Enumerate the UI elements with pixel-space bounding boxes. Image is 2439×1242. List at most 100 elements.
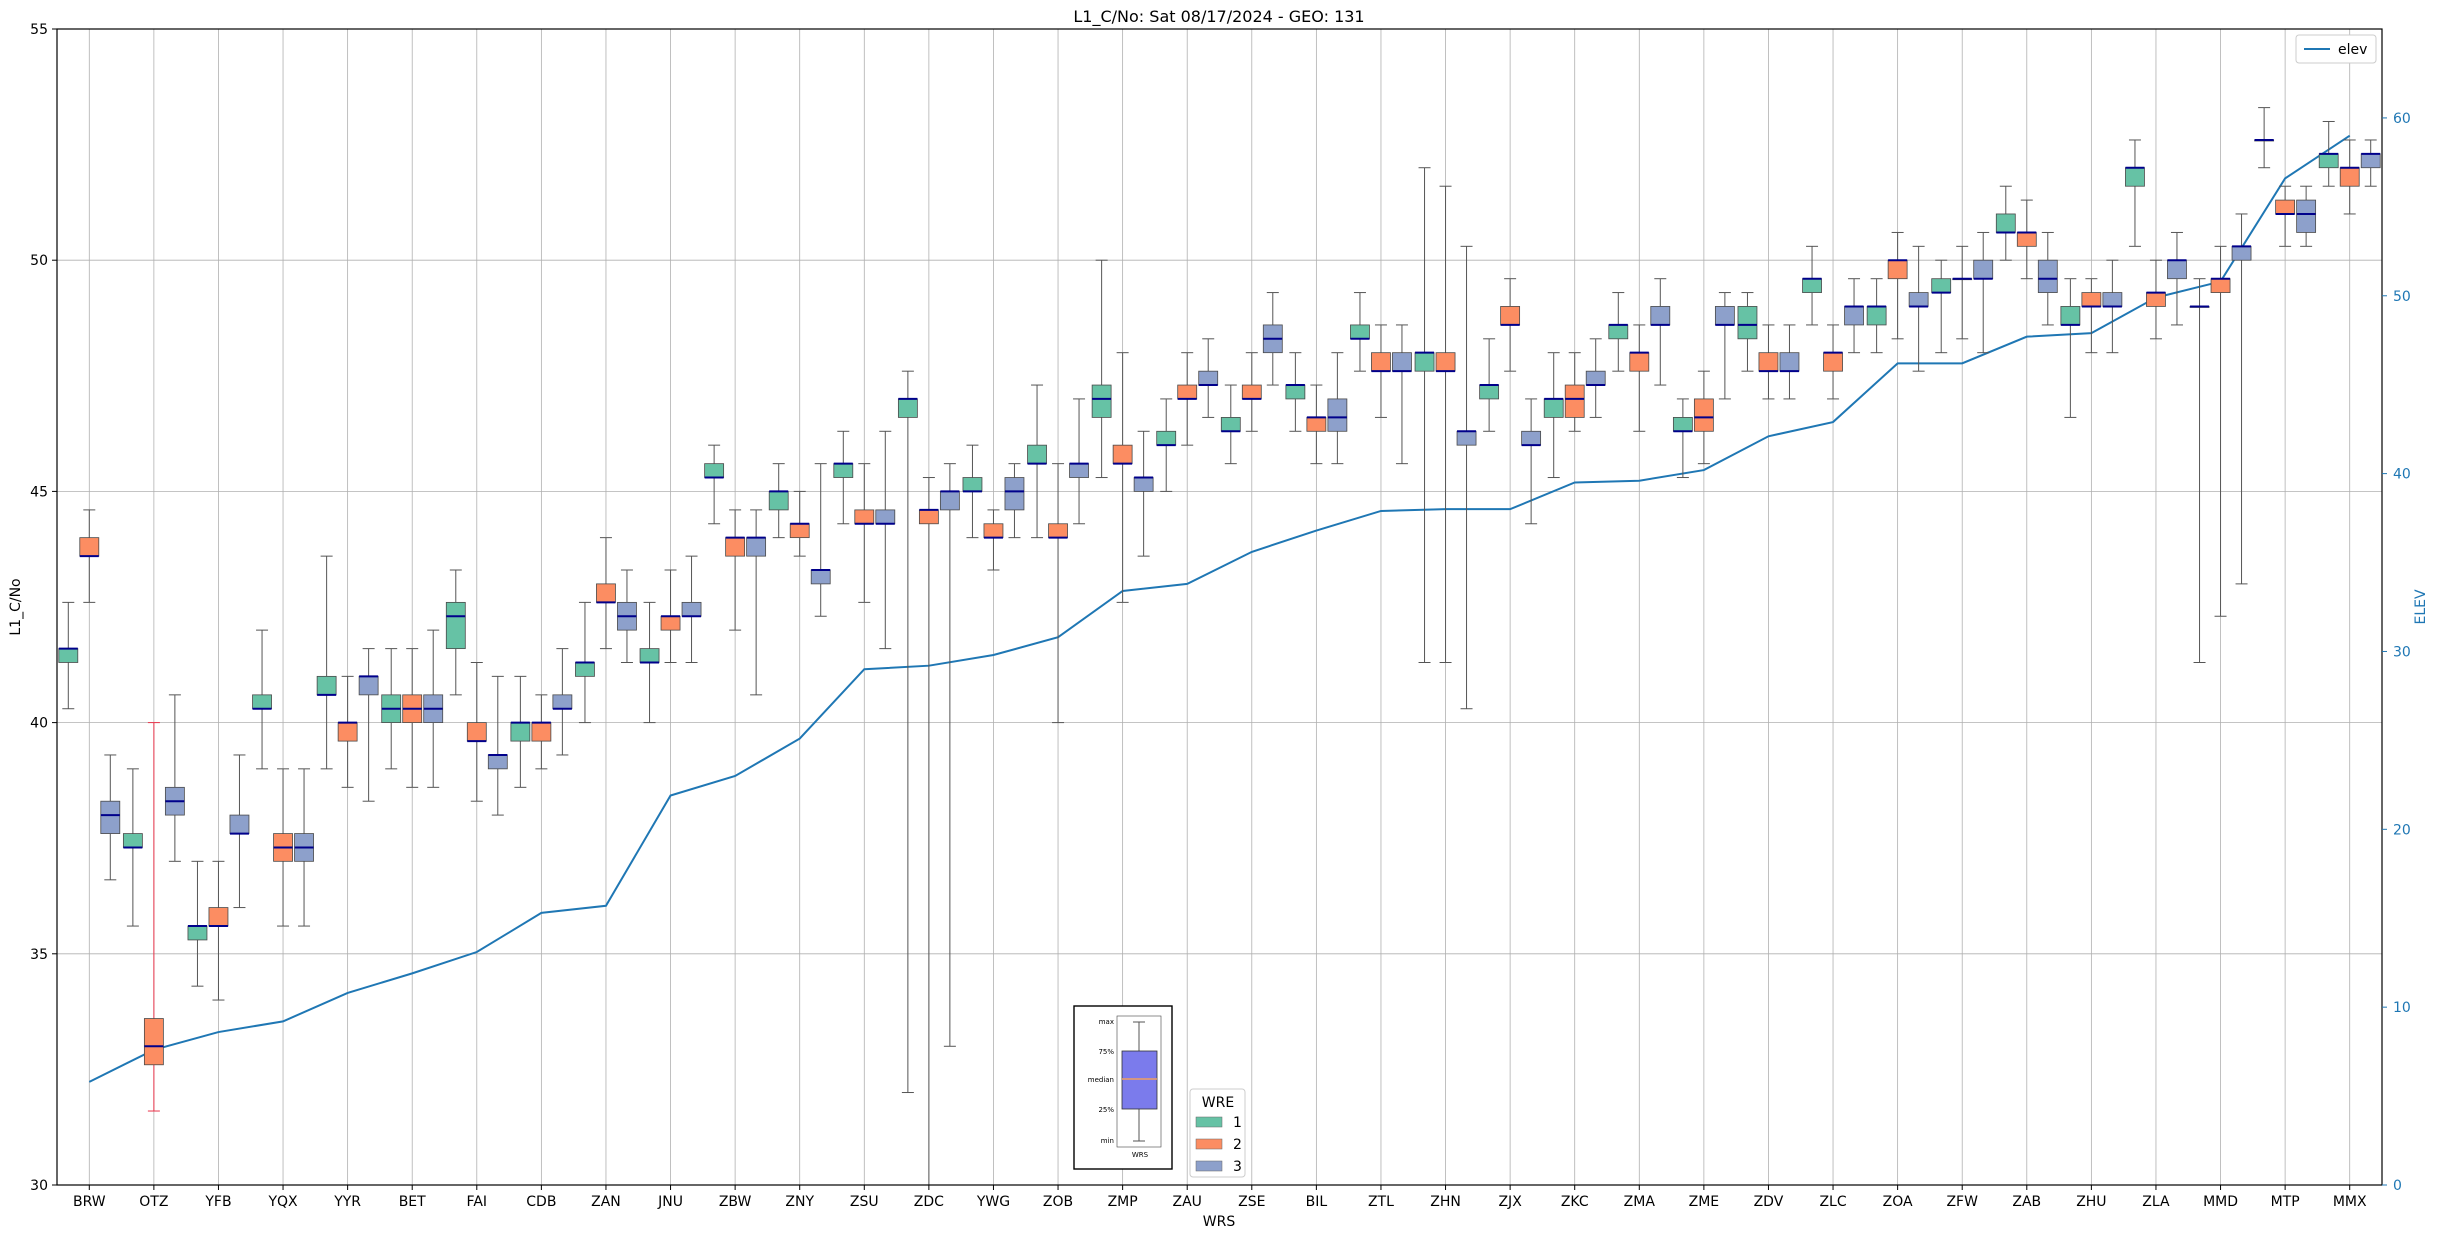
x-tick-label: MMX — [2333, 1194, 2367, 1210]
box-body — [2231, 245, 2252, 261]
box-body — [1069, 463, 1089, 478]
box-body — [122, 833, 143, 848]
y2-tick-label: 40 — [2393, 467, 2411, 483]
box-zkc-wre1 — [1543, 352, 1564, 479]
plot-frame — [56, 28, 2383, 1186]
box-mmx-wre1 — [2318, 120, 2339, 187]
y-tick-label: 40 — [30, 716, 48, 732]
box-zau-wre2 — [1177, 352, 1198, 446]
box-zme-wre1 — [1672, 398, 1693, 479]
wre-legend-label-3: 3 — [1233, 1159, 1242, 1175]
box-body — [1887, 259, 1908, 280]
box-mmx-wre2 — [2339, 139, 2360, 215]
y2-tick-label: 10 — [2393, 1000, 2411, 1016]
inset-key-q1-label: 25% — [1098, 1106, 1114, 1114]
inset-key-max-label: max — [1099, 1018, 1114, 1026]
x-tick-label: BET — [399, 1194, 426, 1210]
box-body — [358, 675, 379, 696]
box-zdc-wre3 — [939, 463, 960, 1047]
y-tick-label: 45 — [30, 484, 48, 500]
box-body — [789, 523, 810, 539]
x-tick-label: BIL — [1306, 1194, 1328, 1210]
box-body — [704, 463, 725, 478]
elev-legend-label: elev — [2338, 42, 2367, 58]
box-body — [1714, 306, 1735, 326]
box-yqx-wre2 — [273, 768, 293, 927]
box-body — [1350, 324, 1370, 340]
box-body — [1091, 384, 1112, 418]
x-tick-label: YYR — [333, 1194, 361, 1210]
x-tick-label: BRW — [73, 1194, 106, 1210]
x-tick-label: ZMA — [1624, 1194, 1656, 1210]
box-zoa-wre2 — [1887, 231, 1908, 340]
box-body — [1392, 352, 1412, 372]
box-zhu-wre2 — [2081, 278, 2102, 354]
x-tick-label: ZTL — [1368, 1194, 1394, 1210]
box-body — [2210, 278, 2231, 293]
box-zhu-wre1 — [2060, 278, 2081, 418]
box-zhn-wre3 — [1456, 245, 1477, 710]
box-zma-wre1 — [1608, 292, 1629, 372]
inset-key-box — [1121, 1050, 1158, 1110]
box-yyr-wre1 — [316, 555, 337, 770]
box-brw-wre2 — [79, 509, 100, 603]
y2-tick-label: 60 — [2393, 111, 2411, 127]
box-yyr-wre3 — [358, 648, 379, 802]
box-body — [1435, 352, 1456, 372]
box-body — [833, 463, 854, 478]
box-zsu-wre2 — [854, 463, 875, 603]
x-tick-label: ZHU — [2076, 1194, 2106, 1210]
box-zkc-wre2 — [1564, 352, 1585, 432]
box-yqx-wre3 — [294, 768, 314, 927]
x-tick-label: ZOB — [1043, 1194, 1073, 1210]
box-body — [1608, 324, 1629, 340]
x-tick-label: FAI — [467, 1194, 487, 1210]
box-body — [58, 648, 79, 663]
y2-tick-label: 0 — [2393, 1178, 2402, 1194]
inset-key-axes — [1116, 1015, 1162, 1148]
box-zdc-wre2 — [918, 477, 939, 1186]
box-zlc-wre2 — [1823, 324, 1843, 400]
box-body — [2296, 199, 2317, 233]
box-zla-wre1 — [2125, 139, 2145, 247]
x-tick-label: ZLA — [2142, 1194, 2170, 1210]
box-bil-wre1 — [1285, 352, 1306, 432]
box-body — [1629, 352, 1650, 372]
box-zny-wre3 — [810, 463, 831, 617]
box-ztl-wre2 — [1371, 324, 1391, 418]
y-tick-label: 35 — [30, 947, 48, 963]
box-body — [1500, 306, 1521, 326]
box-body — [1908, 292, 1929, 307]
box-body — [1693, 398, 1714, 432]
box-body — [466, 722, 487, 742]
box-zme-wre2 — [1693, 370, 1714, 465]
box-zjx-wre3 — [1521, 398, 1542, 525]
box-zdv-wre2 — [1758, 324, 1779, 400]
box-cdb-wre1 — [510, 675, 531, 788]
box-ztl-wre3 — [1392, 324, 1412, 465]
wre-legend-label-1: 1 — [1233, 1115, 1242, 1131]
x-tick-label: YFB — [204, 1194, 231, 1210]
box-zjx-wre2 — [1500, 278, 1521, 372]
box-body — [725, 537, 746, 557]
box-zhn-wre2 — [1435, 185, 1456, 663]
box-zmp-wre3 — [1133, 430, 1154, 557]
box-bil-wre2 — [1306, 384, 1327, 465]
box-body — [510, 722, 531, 742]
box-zdv-wre1 — [1737, 292, 1758, 372]
box-body — [962, 477, 983, 492]
box-zan-wre2 — [596, 537, 616, 650]
box-zob-wre2 — [1048, 463, 1068, 724]
box-zdc-wre1 — [897, 370, 918, 1094]
box-body — [1564, 384, 1585, 418]
box-body — [639, 648, 660, 663]
box-body — [875, 509, 896, 525]
box-body — [1995, 213, 2016, 233]
chart-title: L1_C/No: Sat 08/17/2024 - GEO: 131 — [1073, 7, 1364, 27]
inset-key-xlabel: WRS — [1132, 1151, 1149, 1159]
x-tick-label: CDB — [526, 1194, 556, 1210]
box-yfb-wre3 — [229, 754, 250, 909]
box-body — [660, 615, 681, 631]
x-tick-label: ZSU — [850, 1194, 879, 1210]
x-tick-label: ZKC — [1561, 1194, 1589, 1210]
